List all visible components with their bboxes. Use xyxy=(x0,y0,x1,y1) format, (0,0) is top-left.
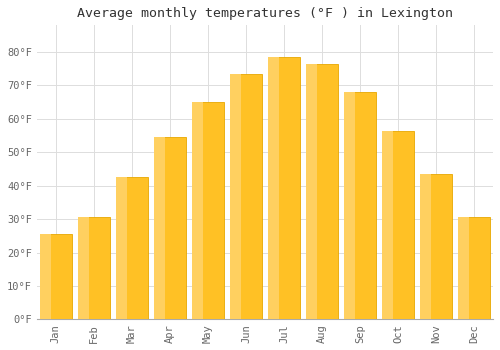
Bar xyxy=(420,174,431,320)
Bar xyxy=(154,137,165,320)
Bar xyxy=(420,174,452,320)
Bar xyxy=(230,74,241,320)
Bar xyxy=(230,74,262,320)
Bar xyxy=(154,137,186,320)
Title: Average monthly temperatures (°F ) in Lexington: Average monthly temperatures (°F ) in Le… xyxy=(77,7,453,20)
Bar xyxy=(268,57,300,320)
Bar xyxy=(116,177,148,320)
Bar xyxy=(78,217,110,320)
Bar xyxy=(192,102,224,320)
Bar xyxy=(306,64,317,320)
Bar xyxy=(268,57,279,320)
Bar xyxy=(344,92,355,320)
Bar xyxy=(40,234,51,320)
Bar xyxy=(116,177,127,320)
Bar xyxy=(458,217,490,320)
Bar xyxy=(344,92,376,320)
Bar xyxy=(192,102,203,320)
Bar xyxy=(78,217,89,320)
Bar xyxy=(458,217,469,320)
Bar xyxy=(306,64,338,320)
Bar xyxy=(382,131,393,320)
Bar xyxy=(40,234,72,320)
Bar xyxy=(382,131,414,320)
